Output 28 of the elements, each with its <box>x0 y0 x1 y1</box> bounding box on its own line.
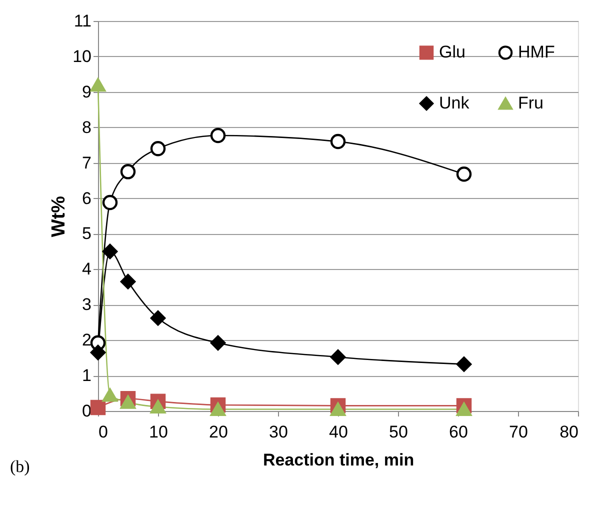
legend-label: Unk <box>439 94 470 112</box>
x-tick-label: 0 <box>98 422 108 442</box>
y-tick-label: 10 <box>72 46 92 66</box>
legend-label: Glu <box>439 42 466 62</box>
y-tick-label: 3 <box>82 295 92 314</box>
y-tick-label: 2 <box>82 330 92 350</box>
text: (b) <box>10 457 30 476</box>
x-tick-label: 60 <box>449 422 468 442</box>
x-tick-label: 30 <box>269 422 288 442</box>
x-tick-label: 50 <box>389 422 408 442</box>
y-tick-label: 11 <box>74 12 92 30</box>
x-axis-title: Reaction time, min <box>262 450 414 470</box>
y-tick-label: 7 <box>82 153 92 172</box>
y-tick-label: 9 <box>82 82 92 102</box>
x-tick-label: 70 <box>509 422 528 442</box>
legend-label: HMF <box>518 42 555 62</box>
x-tick-label: 20 <box>209 422 228 442</box>
y-tick-label: 6 <box>82 188 92 208</box>
legend-label: Fru <box>518 94 544 112</box>
x-tick-label: 80 <box>560 422 578 442</box>
y-axis-title: Wt% <box>48 196 70 238</box>
y-tick-label: 1 <box>82 366 92 386</box>
x-tick-label: 10 <box>149 422 168 442</box>
x-tick-label: 40 <box>329 422 348 442</box>
y-tick-label: 5 <box>82 224 92 244</box>
y-tick-label: 0 <box>82 402 92 420</box>
y-tick-label: 8 <box>82 118 92 137</box>
y-tick-label: 4 <box>82 260 92 279</box>
